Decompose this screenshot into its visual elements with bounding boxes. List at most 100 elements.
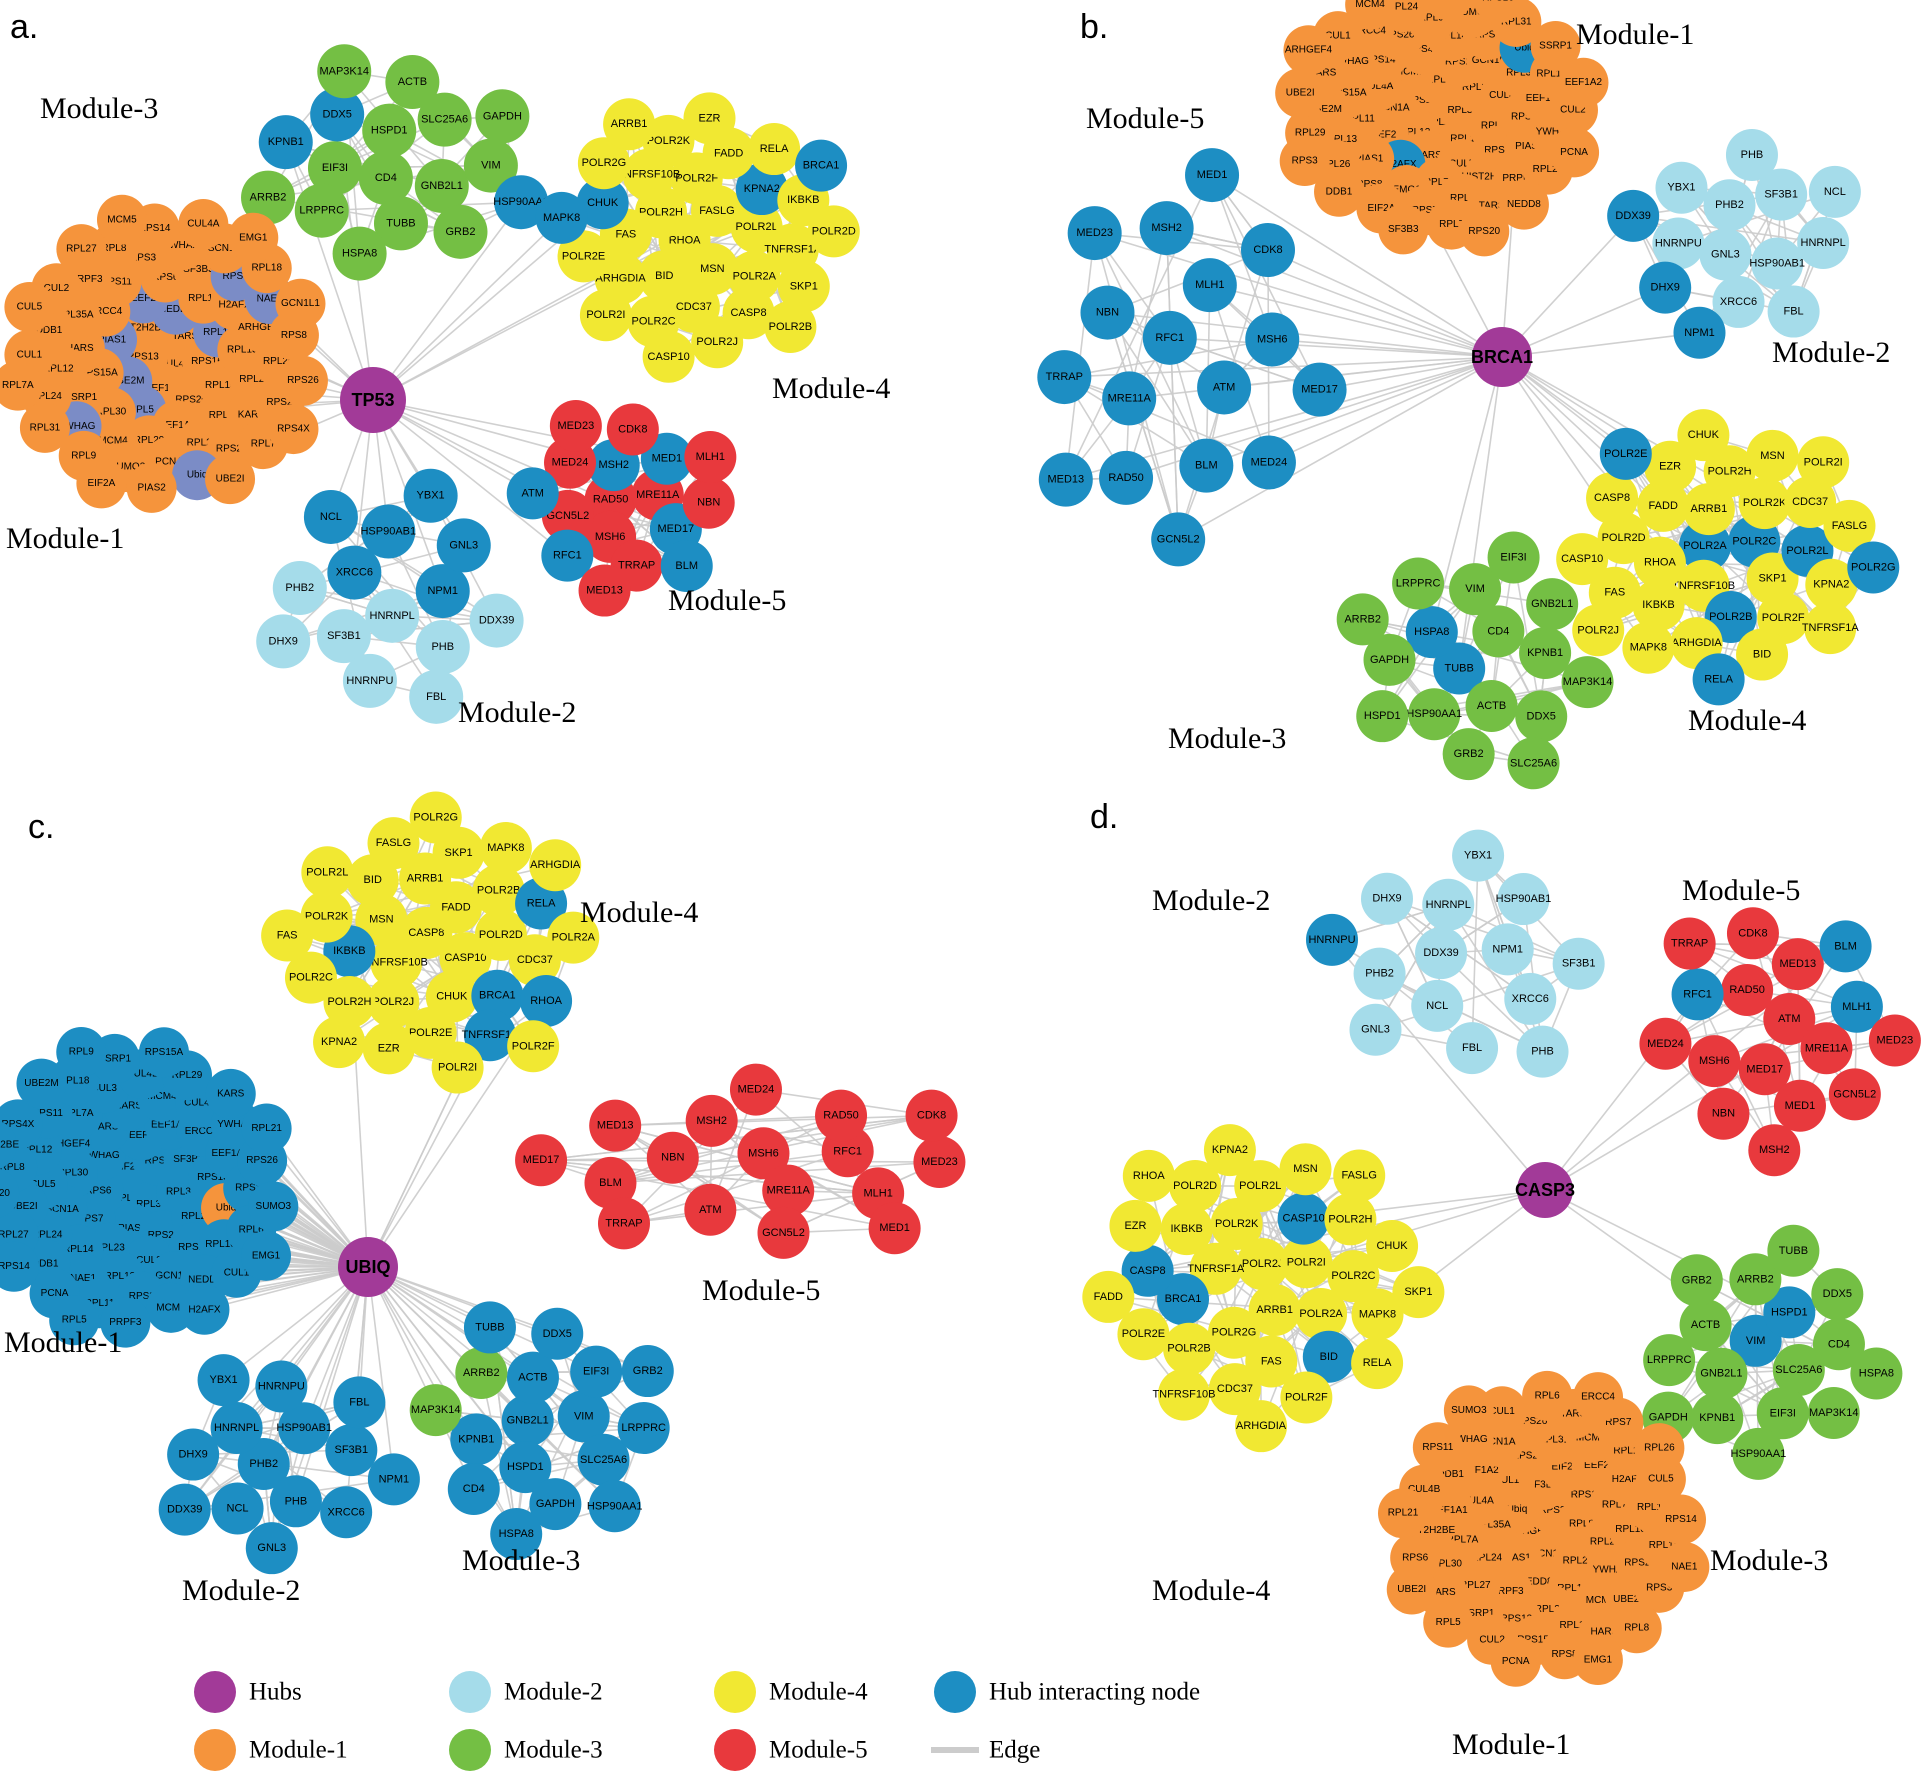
node-GNB2L1[interactable] [501, 1394, 554, 1447]
node-SF3B3[interactable] [1378, 204, 1429, 255]
node-GCN5L2[interactable] [1151, 512, 1206, 567]
node-MLH1[interactable] [1182, 258, 1237, 313]
node-PCNA[interactable] [1490, 1636, 1541, 1687]
node-EIF3I[interactable] [307, 141, 362, 196]
node-HSP90AB1[interactable] [1497, 873, 1550, 926]
node-SF3B1[interactable] [325, 1424, 378, 1477]
node-CASP8[interactable] [1121, 1244, 1174, 1297]
node-RAD50[interactable] [1721, 964, 1774, 1017]
node-MRE11A[interactable] [1102, 371, 1157, 426]
node-BLM[interactable] [660, 539, 713, 592]
node-RHOA[interactable] [520, 975, 573, 1028]
node-MED17[interactable] [1738, 1043, 1791, 1096]
node-NCL[interactable] [1808, 165, 1861, 218]
node-YBX1[interactable] [197, 1354, 250, 1407]
node-RELA[interactable] [1692, 653, 1745, 706]
node-GRB2[interactable] [621, 1345, 674, 1398]
node-CASP10[interactable] [1277, 1192, 1330, 1245]
node-KPNA2[interactable] [735, 163, 788, 216]
node-SSRP1[interactable] [1530, 20, 1581, 71]
node-CD4[interactable] [447, 1463, 500, 1516]
node-KPNB1[interactable] [1691, 1392, 1744, 1445]
node-FBL[interactable] [333, 1376, 386, 1429]
node-RPS3[interactable] [1279, 136, 1330, 187]
node-RFC1[interactable] [1142, 310, 1197, 365]
node-SUMO3[interactable] [1443, 1385, 1494, 1436]
node-TUBB[interactable] [463, 1301, 516, 1354]
node-PHB[interactable] [415, 619, 470, 674]
node-XRCC6[interactable] [327, 545, 382, 600]
node-ATM[interactable] [1197, 360, 1252, 415]
node-SLC25A6[interactable] [1772, 1343, 1825, 1396]
node-FAS[interactable] [1245, 1335, 1298, 1388]
node-MSH2[interactable] [1139, 201, 1194, 256]
node-DDB1[interactable] [1314, 166, 1365, 217]
node-ACTB[interactable] [1679, 1299, 1732, 1352]
node-POLR2I[interactable] [1280, 1236, 1333, 1289]
node-MSH6[interactable] [1245, 312, 1300, 367]
node-DHX9[interactable] [256, 614, 311, 669]
node-MED24[interactable] [1639, 1017, 1692, 1070]
node-POLR2A[interactable] [547, 911, 600, 964]
node-FADD[interactable] [1082, 1270, 1135, 1323]
node-POLR2G[interactable] [1207, 1306, 1260, 1359]
node-UBE2M[interactable] [16, 1058, 67, 1109]
node-KARS[interactable] [205, 1068, 256, 1119]
node-ARRB1[interactable] [1248, 1284, 1301, 1337]
node-MED13[interactable] [1038, 452, 1093, 507]
node-NBN[interactable] [1697, 1087, 1750, 1140]
node-FASLG[interactable] [1823, 499, 1876, 552]
node-PIAS2[interactable] [126, 462, 177, 513]
node-ARRB2[interactable] [1336, 593, 1389, 646]
node-MSH2[interactable] [1748, 1124, 1801, 1177]
node-MLH1[interactable] [1830, 980, 1883, 1033]
node-HNRNPL[interactable] [1797, 216, 1850, 269]
node-TUBB[interactable] [1433, 642, 1486, 695]
node-POLR2K[interactable] [1738, 477, 1791, 530]
node-POLR2B[interactable] [1163, 1322, 1216, 1375]
node-RPS26[interactable] [277, 355, 328, 406]
node-SF3B1[interactable] [1552, 937, 1605, 990]
node-VIM[interactable] [463, 138, 518, 193]
node-DDX5[interactable] [1515, 690, 1568, 743]
node-EZR[interactable] [1109, 1199, 1162, 1252]
node-PHB2[interactable] [1353, 947, 1406, 1000]
node-RAD50[interactable] [815, 1089, 868, 1142]
node-FAS[interactable] [261, 909, 314, 962]
node-H2AFX[interactable] [179, 1284, 230, 1335]
node-KPNB1[interactable] [450, 1413, 503, 1466]
node-SLC25A6[interactable] [1507, 737, 1560, 790]
node-ATM[interactable] [1763, 993, 1816, 1046]
node-HNRNPU[interactable] [1305, 913, 1358, 966]
node-MED23[interactable] [1868, 1014, 1921, 1067]
node-EIF2A[interactable] [76, 458, 127, 509]
node-GAPDH[interactable] [475, 89, 530, 144]
node-DHX9[interactable] [167, 1428, 220, 1481]
node-ACTB[interactable] [506, 1351, 559, 1404]
node-POLR2I[interactable] [579, 289, 632, 342]
node-MAP3K14[interactable] [409, 1384, 462, 1437]
node-FASLG[interactable] [1333, 1149, 1386, 1202]
node-GNB2L1[interactable] [1695, 1347, 1748, 1400]
node-PRPF3[interactable] [100, 1297, 151, 1348]
node-HNRNPL[interactable] [210, 1401, 263, 1454]
node-POLR2D[interactable] [1169, 1159, 1222, 1212]
node-PHB2[interactable] [237, 1438, 290, 1491]
node-CDC37[interactable] [1784, 475, 1837, 528]
node-DDX39[interactable] [158, 1483, 211, 1536]
node-HNRNPL[interactable] [1422, 878, 1475, 931]
node-CASP10[interactable] [1556, 533, 1609, 586]
node-HSPA8[interactable] [332, 226, 387, 281]
node-EZR[interactable] [683, 92, 736, 145]
node-MED13[interactable] [1771, 938, 1824, 991]
node-TRRAP[interactable] [1663, 917, 1716, 970]
node-LRPPRC[interactable] [1392, 557, 1445, 610]
node-CHUK[interactable] [1677, 409, 1730, 462]
node-KPNB1[interactable] [258, 115, 313, 170]
node-EEF1A2[interactable] [1558, 57, 1609, 108]
node-TNFRSF1A[interactable] [1189, 1242, 1242, 1295]
node-DDX5[interactable] [531, 1307, 584, 1360]
node-PHB2[interactable] [1703, 179, 1756, 232]
node-RFC1[interactable] [541, 529, 594, 582]
node-NCL[interactable] [303, 489, 358, 544]
